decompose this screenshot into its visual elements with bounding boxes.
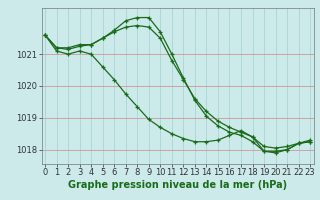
X-axis label: Graphe pression niveau de la mer (hPa): Graphe pression niveau de la mer (hPa) — [68, 180, 287, 190]
